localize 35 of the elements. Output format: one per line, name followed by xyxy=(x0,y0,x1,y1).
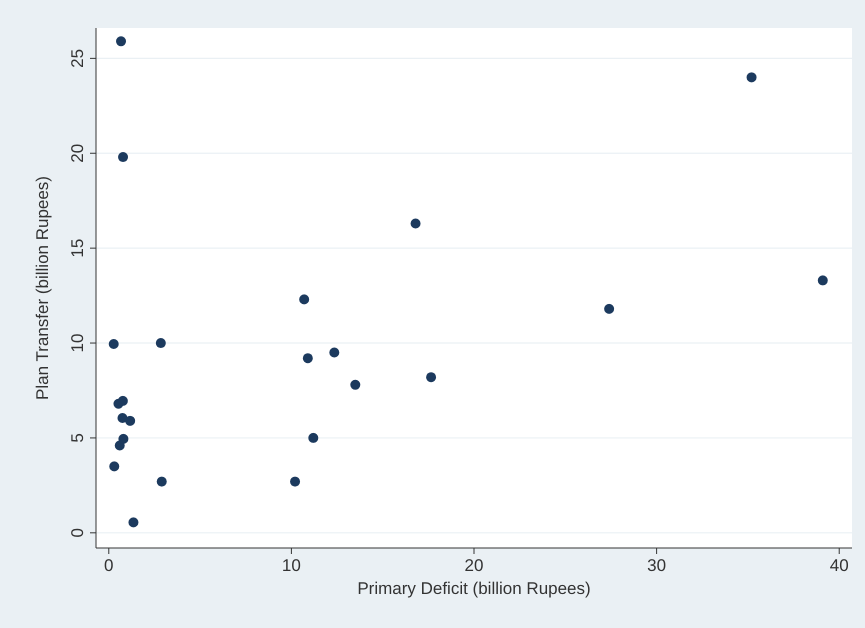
x-axis-title: Primary Deficit (billion Rupees) xyxy=(357,579,591,598)
point xyxy=(818,275,828,286)
y-tick-label: 5 xyxy=(68,433,87,443)
point xyxy=(156,476,167,487)
point xyxy=(114,440,125,451)
x-tick-label: 10 xyxy=(282,556,301,575)
point xyxy=(118,152,128,162)
y-axis-title: Plan Transfer (billion Rupees) xyxy=(33,176,52,400)
point xyxy=(350,380,360,390)
point xyxy=(128,517,138,528)
point xyxy=(410,218,421,228)
point xyxy=(108,338,119,349)
y-tick-label: 10 xyxy=(68,334,87,352)
point xyxy=(746,72,757,82)
x-tick-label: 30 xyxy=(647,556,666,575)
point xyxy=(125,416,136,426)
point xyxy=(290,476,300,487)
y-tick-label: 20 xyxy=(68,144,87,163)
x-tick-label: 20 xyxy=(464,556,484,575)
point xyxy=(302,353,313,364)
point xyxy=(156,338,166,348)
x-tick-label: 40 xyxy=(830,556,849,575)
point xyxy=(299,294,310,304)
y-tick-label: 0 xyxy=(68,528,87,538)
point xyxy=(308,432,318,443)
point xyxy=(117,413,128,423)
point xyxy=(109,461,120,472)
point xyxy=(329,348,340,358)
y-tick-label: 15 xyxy=(68,238,87,258)
point xyxy=(426,372,436,382)
point xyxy=(113,398,124,409)
y-tick-label: 25 xyxy=(68,48,87,68)
point xyxy=(604,304,614,314)
point xyxy=(116,36,126,46)
x-tick-label: 0 xyxy=(104,556,114,575)
